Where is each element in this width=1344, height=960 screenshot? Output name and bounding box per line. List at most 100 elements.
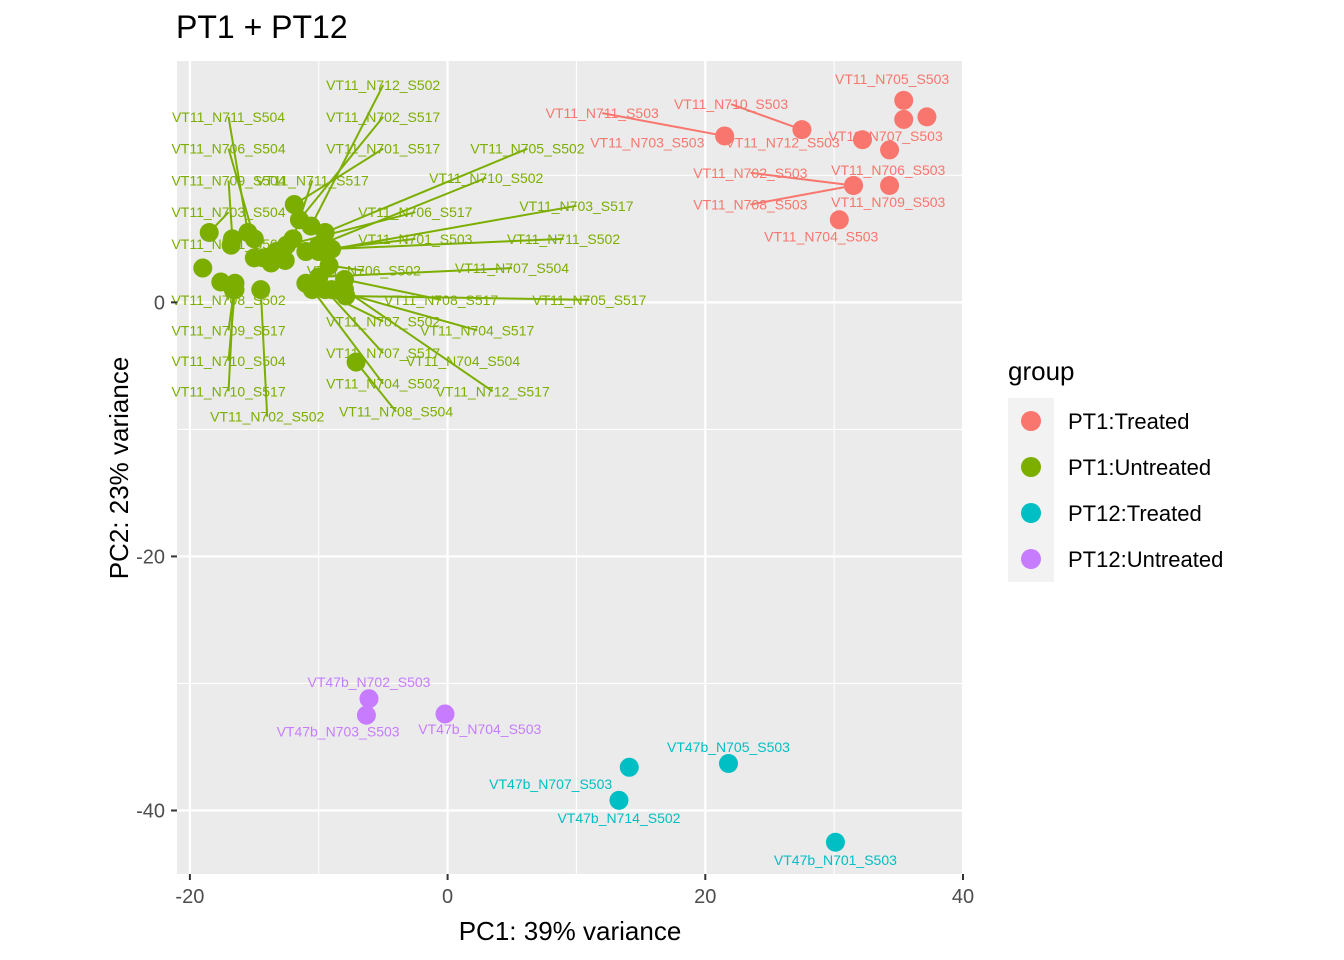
data-point [894,109,914,129]
label-leader-line [311,289,384,385]
point-label: VT11_N708_S517 [384,292,498,308]
label-leader-line [227,116,249,233]
label-leader-line [331,237,564,251]
point-label: VT11_N708_S503 [693,197,807,213]
data-point [244,248,264,268]
point-label: VT11_N702_S517 [326,109,440,125]
label-leader-line [345,295,590,301]
label-leader-line [602,112,725,137]
grid-major [177,61,965,874]
x-tick-label: 20 [694,886,716,908]
label-leader-line [343,288,494,393]
label-leader-line [292,180,314,240]
data-points [193,90,937,852]
data-point [322,239,342,259]
chart-title: PT1 + PT12 [176,9,348,45]
data-point [284,195,304,215]
point-label: VT11_N711_S503 [546,105,659,121]
x-tick-label: 0 [442,886,453,908]
point-label: VT11_N712_S503 [726,134,840,150]
data-point [792,120,812,140]
legend-key [1021,411,1041,431]
label-leader-line [324,147,528,234]
data-point [917,107,937,127]
data-point [825,832,845,852]
point-label: VT47b_N702_S503 [307,674,430,690]
point-label: VT11_N709_S517 [171,322,285,338]
data-point [335,280,355,300]
point-label: VT11_N704_S517 [420,322,534,338]
data-point [718,753,738,773]
data-point [244,229,264,249]
y-tick-label: -40 [136,800,165,822]
point-label: VT47b_N714_S502 [557,810,680,826]
label-leader-line [227,180,234,239]
data-point [199,222,219,242]
point-label: VT11_N708_S502 [171,292,285,308]
data-point [880,140,900,160]
legend-key [1021,549,1041,569]
point-label: VT11_N707_S504 [455,260,569,276]
legend-label: PT1:Untreated [1068,455,1211,480]
data-point [852,130,872,150]
data-point [193,258,213,278]
data-point [346,352,366,372]
point-label: VT11_N706_S502 [307,263,421,279]
point-label: VT11_N709_S503 [831,194,945,210]
data-point [880,175,900,195]
label-leader-line [750,184,854,206]
label-leader-line [259,289,269,417]
legend-label: PT12:Untreated [1068,547,1223,572]
point-label: VT11_N710_S503 [674,96,788,112]
label-leader-line [318,176,487,247]
legend-label: PT1:Treated [1068,409,1189,434]
point-label: VT11_N706_S503 [831,162,945,178]
point-label: VT11_N707_S503 [829,128,943,144]
legend: group PT1:Treated PT1:Untreated PT12:Treat… [1008,356,1223,582]
data-point [715,126,735,146]
point-label: VT11_N703_S504 [171,204,285,220]
point-label: VT11_N705_S502 [470,141,584,157]
point-label: VT11_N711_S517 [256,172,369,188]
data-point [275,250,295,270]
axis-ticks: -20 0 20 40 -40 -20 0 [136,292,974,908]
point-label: VT11_N706_S504 [171,141,285,157]
point-label: VT47b_N703_S503 [277,724,400,740]
point-label: VT11_N710_S502 [429,170,543,186]
label-leader-line [730,103,803,131]
label-leader-line [286,211,416,247]
data-point [435,704,455,724]
label-leader-line [750,171,854,187]
point-label: VT11_N705_S517 [532,292,646,308]
label-lines [208,84,854,417]
legend-title: group [1008,356,1075,386]
point-label: VT11_N703_S503 [590,134,704,150]
point-label: VT11_N701_S502 [171,236,285,252]
point-label: VT11_N710_S504 [171,353,285,369]
x-tick-label: -20 [175,886,204,908]
data-point [894,90,914,110]
y-axis-title: PC2: 23% variance [104,357,134,580]
data-point [251,280,271,300]
data-point [224,280,244,300]
point-label: VT11_N711_S502 [507,231,620,247]
label-leader-line [324,288,384,354]
label-leader-line [310,84,385,227]
label-leader-line [298,116,384,221]
data-point [296,242,316,262]
point-label: VT11_N706_S517 [358,204,472,220]
legend-label: PT12:Treated [1068,501,1202,526]
point-label: VT11_N704_S504 [406,353,520,369]
point-label: VT47b_N704_S503 [418,721,541,737]
data-point [359,689,379,709]
data-point [829,210,849,230]
y-tick-label: -20 [136,546,165,568]
point-label: VT11_N703_S517 [519,198,633,214]
point-label: VT11_N710_S517 [171,383,285,399]
point-label: VT47b_N705_S503 [667,739,790,755]
point-label: VT11_N702_S503 [693,165,807,181]
label-leader-line [227,289,235,392]
data-point [356,705,376,725]
data-point [619,757,639,777]
